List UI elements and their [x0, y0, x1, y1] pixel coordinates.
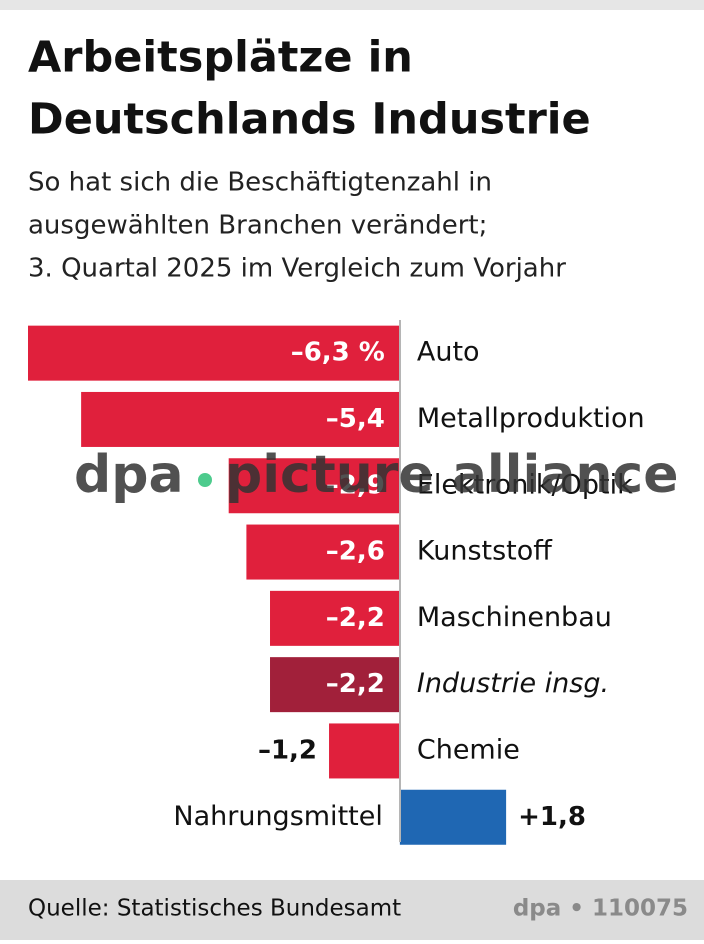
value-label: –2,6: [326, 537, 385, 567]
footer: [0, 880, 704, 940]
bar: [399, 789, 507, 845]
value-label: –2,2: [326, 603, 385, 633]
bar: [270, 657, 400, 713]
bar: [270, 590, 400, 646]
category-label: Kunststoff: [417, 536, 553, 567]
subtitle: So hat sich die Beschäftigtenzahl in: [28, 168, 492, 198]
bar: [246, 524, 400, 580]
bar: [81, 391, 400, 447]
value-label: +1,8: [518, 802, 586, 832]
category-label: Auto: [417, 337, 480, 368]
chart-title: Deutschlands Industrie: [28, 95, 591, 145]
source: Quelle: Statistisches Bundesamt: [28, 896, 401, 922]
category-label: Metallproduktion: [417, 403, 645, 434]
category-label: Nahrungsmittel: [173, 801, 382, 832]
value-label: –5,4: [326, 404, 385, 434]
value-label: –2,2: [326, 669, 385, 699]
watermark-text: picture alliance: [225, 445, 679, 505]
category-label: Maschinenbau: [417, 602, 612, 633]
bar: [228, 458, 400, 514]
credit: dpa • 110075: [513, 896, 688, 922]
category-label: Chemie: [417, 734, 520, 765]
subtitle: ausgewählten Branchen verändert;: [28, 211, 487, 241]
watermark-text: dpa: [74, 445, 184, 505]
top-band: [0, 0, 704, 10]
bar: [28, 325, 400, 381]
watermark-dot: [198, 473, 212, 487]
plot: Auto –6,3 % Metallproduktion –5,4 Elektronik…: [28, 325, 645, 845]
value-label: –2,9: [326, 470, 385, 500]
value-label: –1,2: [258, 735, 317, 765]
bar: [329, 723, 400, 779]
subtitle: 3. Quartal 2025 im Vergleich zum Vorjahr: [28, 254, 566, 284]
watermark: dpa picture alliance: [74, 445, 679, 505]
value-label: –6,3 %: [291, 338, 385, 368]
category-label: Elektronik/Optik: [417, 469, 633, 500]
chart-title: Arbeitsplätze in: [28, 33, 413, 83]
category-label: Industrie insg.: [417, 668, 609, 699]
